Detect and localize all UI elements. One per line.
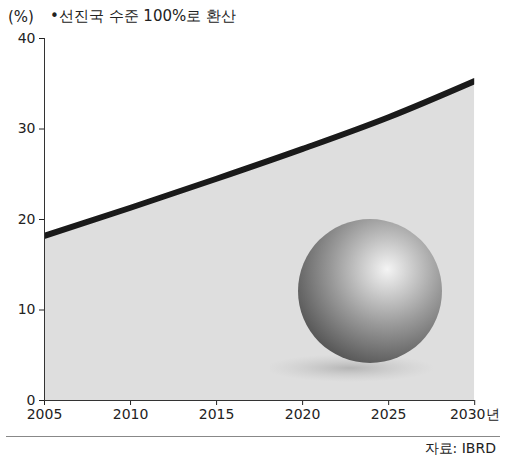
svg-text:40: 40	[18, 30, 36, 46]
svg-text:2030년: 2030년	[450, 406, 500, 422]
svg-text:2025: 2025	[371, 406, 407, 422]
svg-text:2005: 2005	[27, 406, 63, 422]
svg-text:0: 0	[26, 392, 36, 408]
html-text:•선진국 수준 100%로 환산: •선진국 수준 100%로 환산	[50, 7, 236, 25]
svg-text:30: 30	[18, 120, 36, 136]
html-text:자료: IBRD: 자료: IBRD	[424, 440, 496, 456]
svg-text:10: 10	[18, 301, 36, 317]
svg-text:2020: 2020	[285, 406, 321, 422]
svg-text:20: 20	[18, 211, 36, 227]
svg-text:2015: 2015	[199, 406, 235, 422]
svg-text:2010: 2010	[113, 406, 149, 422]
